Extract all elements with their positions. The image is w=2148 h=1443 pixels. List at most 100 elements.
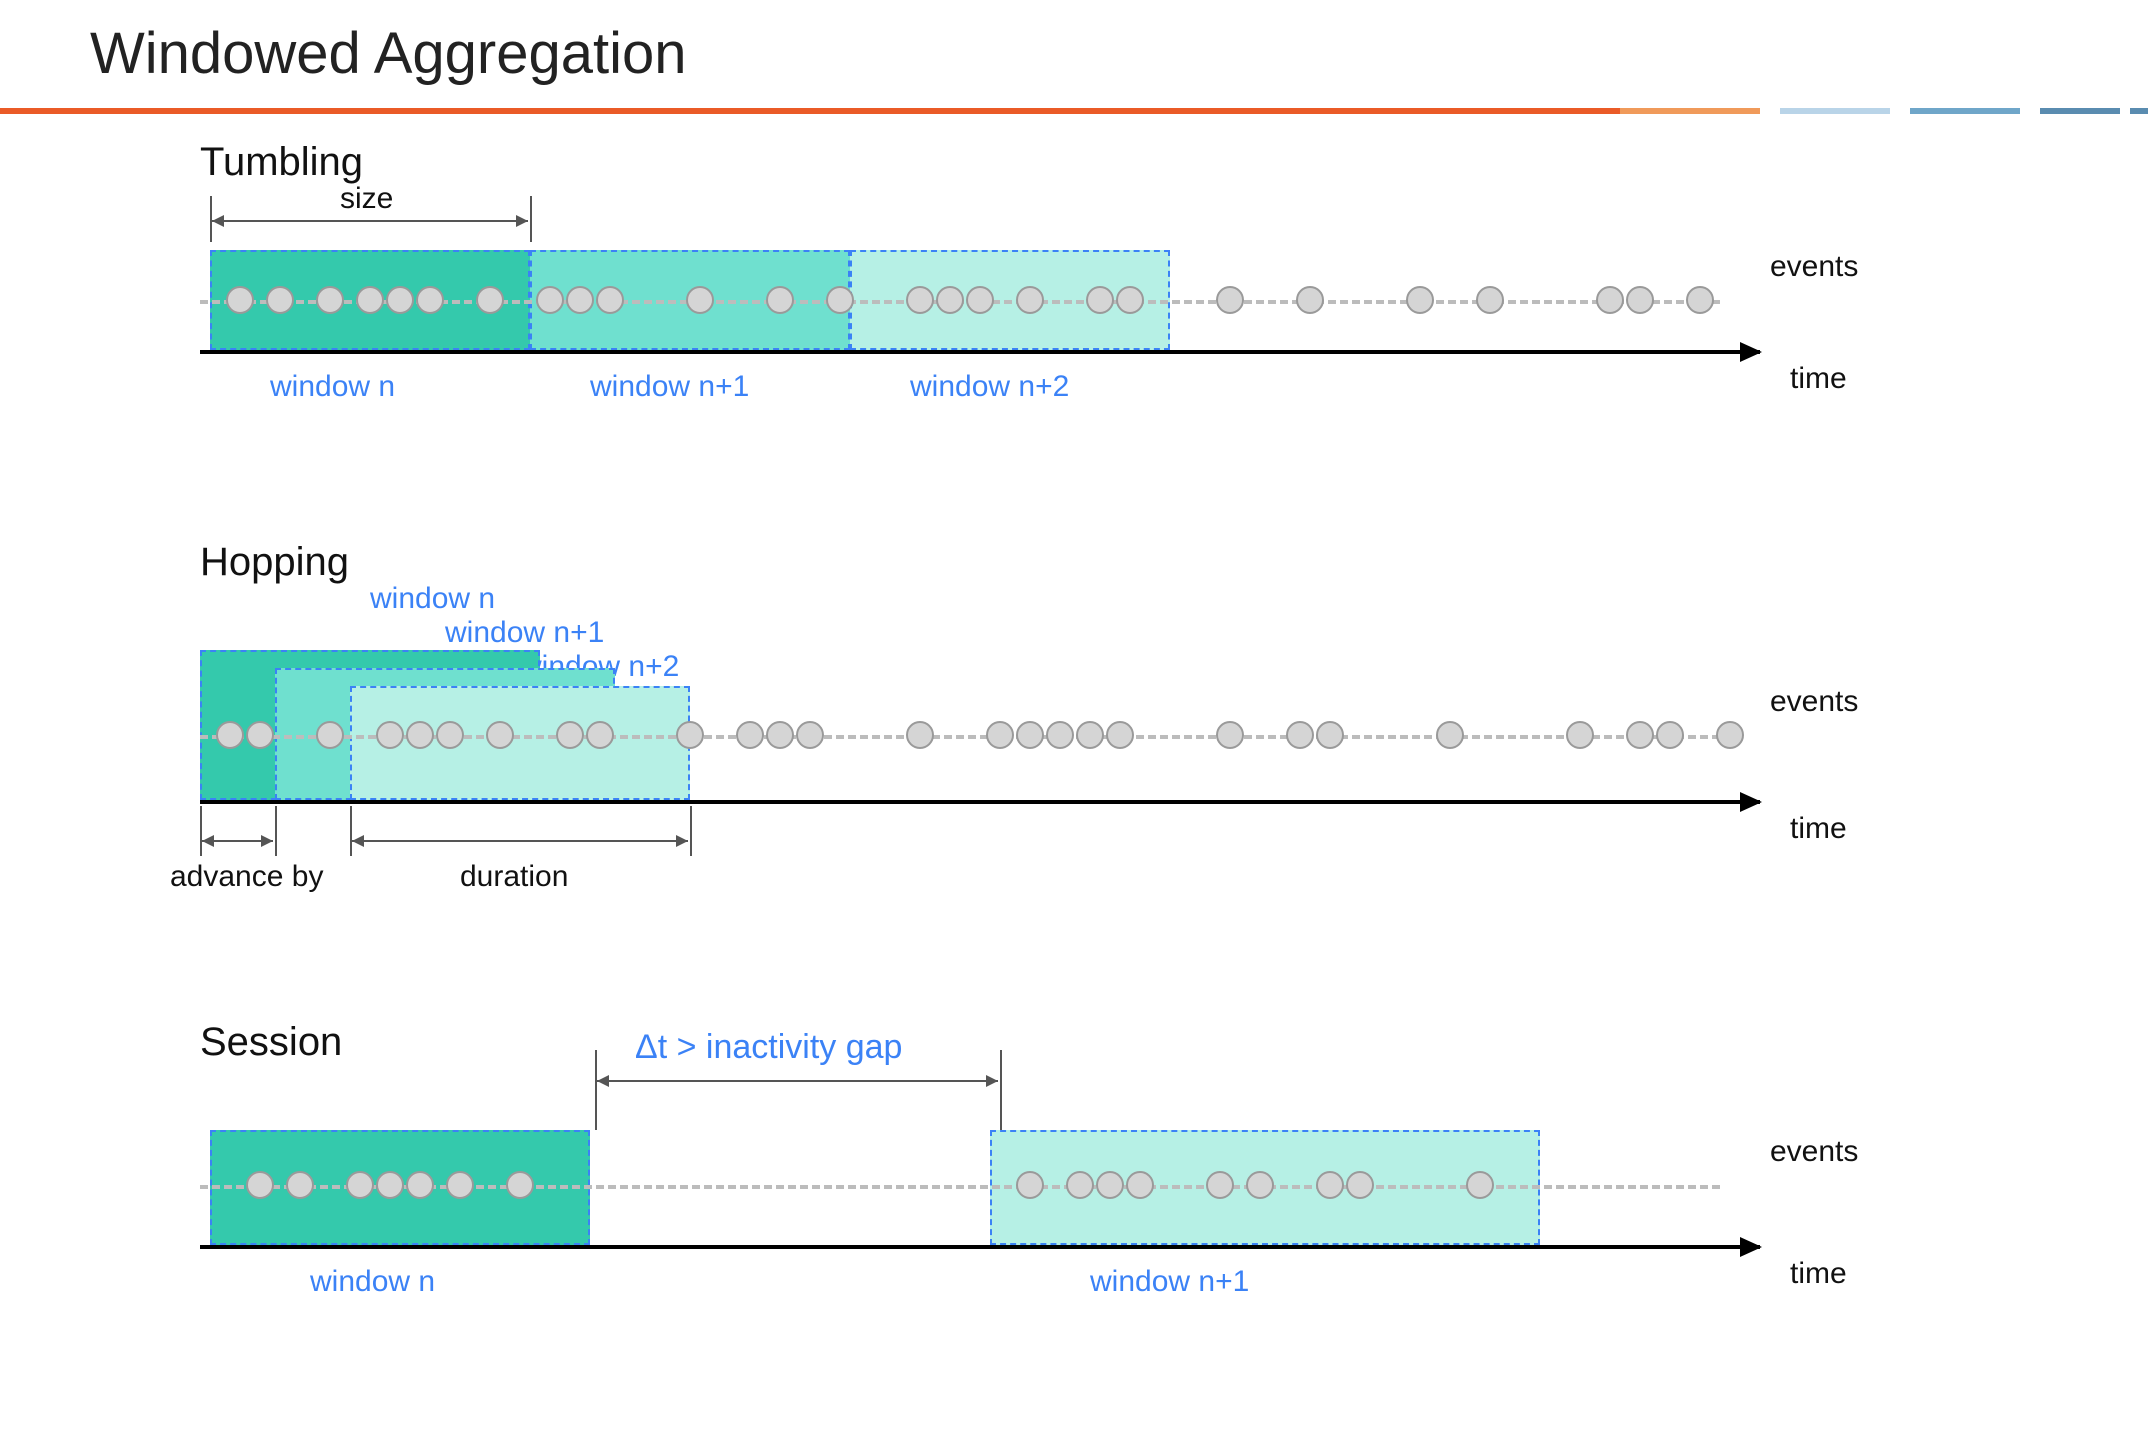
time-axis: [200, 350, 1760, 354]
event-dot: [446, 1171, 474, 1199]
advance-arrow: [202, 840, 273, 842]
time-label: time: [1790, 1257, 1847, 1291]
event-dot: [1086, 286, 1114, 314]
event-dot: [506, 1171, 534, 1199]
event-dot: [1016, 721, 1044, 749]
event-dot: [596, 286, 624, 314]
advance-tick-left: [200, 806, 202, 856]
event-dot: [1096, 1171, 1124, 1199]
time-axis: [200, 800, 1760, 804]
diagram-area: Tumbling size events time window nwindow…: [200, 140, 1950, 1420]
event-dot: [1126, 1171, 1154, 1199]
event-dot: [1686, 286, 1714, 314]
event-dot: [1656, 721, 1684, 749]
event-dot: [386, 286, 414, 314]
gap-tick-left: [595, 1050, 597, 1130]
duration-tick-left: [350, 806, 352, 856]
gap-label: Δt > inactivity gap: [635, 1028, 902, 1067]
event-dot: [1466, 1171, 1494, 1199]
hopping-title: Hopping: [200, 540, 349, 585]
event-dot: [1316, 721, 1344, 749]
event-dot: [246, 721, 274, 749]
duration-arrow: [352, 840, 688, 842]
event-dot: [1286, 721, 1314, 749]
event-dot: [1016, 1171, 1044, 1199]
event-dot: [1066, 1171, 1094, 1199]
event-dot: [1046, 721, 1074, 749]
event-dot: [936, 286, 964, 314]
event-dot: [406, 1171, 434, 1199]
window-label: window n+2: [910, 370, 1069, 404]
event-dot: [286, 1171, 314, 1199]
tumbling-title: Tumbling: [200, 140, 363, 185]
events-label: events: [1770, 1135, 1858, 1169]
event-dot: [1716, 721, 1744, 749]
event-dot: [346, 1171, 374, 1199]
window-label: window n: [370, 582, 495, 616]
event-dot: [766, 286, 794, 314]
event-dot: [1116, 286, 1144, 314]
event-dot: [1206, 1171, 1234, 1199]
event-dot: [1316, 1171, 1344, 1199]
event-dot: [476, 286, 504, 314]
time-axis: [200, 1245, 1760, 1249]
event-dot: [1016, 286, 1044, 314]
advance-label: advance by: [170, 860, 310, 895]
event-dot: [1216, 286, 1244, 314]
event-dot: [226, 286, 254, 314]
gap-tick-right: [1000, 1050, 1002, 1130]
event-dot: [566, 286, 594, 314]
duration-tick-right: [690, 806, 692, 856]
time-label: time: [1790, 362, 1847, 396]
event-dot: [376, 721, 404, 749]
size-label: size: [340, 182, 393, 216]
event-dot: [1076, 721, 1104, 749]
event-dot: [1346, 1171, 1374, 1199]
event-dot: [1626, 721, 1654, 749]
event-dot: [1106, 721, 1134, 749]
window-label: window n+1: [590, 370, 749, 404]
events-label: events: [1770, 250, 1858, 284]
event-dot: [766, 721, 794, 749]
event-dot: [216, 721, 244, 749]
event-dot: [376, 1171, 404, 1199]
window-label: window n: [270, 370, 395, 404]
event-dot: [556, 721, 584, 749]
section-tumbling: Tumbling size events time window n window…: [200, 140, 1950, 500]
event-dot: [966, 286, 994, 314]
event-dot: [986, 721, 1014, 749]
section-session: Session Δt > inactivity gap events time …: [200, 1020, 1950, 1380]
event-dot: [266, 286, 294, 314]
event-dot: [246, 1171, 274, 1199]
window-label: window n: [310, 1265, 435, 1299]
event-dot: [1216, 721, 1244, 749]
event-dot: [1406, 286, 1434, 314]
section-hopping: Hopping window nwindow n+1window n+2 eve…: [200, 540, 1950, 960]
advance-tick-right: [275, 806, 277, 856]
window-label: window n+1: [445, 616, 604, 650]
event-dot: [1436, 721, 1464, 749]
header-rule: [0, 108, 2148, 114]
size-tick-right: [530, 196, 532, 242]
events-label: events: [1770, 685, 1858, 719]
event-dot: [796, 721, 824, 749]
session-title: Session: [200, 1020, 342, 1065]
event-dot: [1566, 721, 1594, 749]
event-dot: [686, 286, 714, 314]
duration-label: duration: [460, 860, 568, 894]
event-dot: [1626, 286, 1654, 314]
event-dot: [586, 721, 614, 749]
event-dot: [1476, 286, 1504, 314]
event-dot: [1296, 286, 1324, 314]
event-dot: [436, 721, 464, 749]
window-label: window n+1: [1090, 1265, 1249, 1299]
page-title: Windowed Aggregation: [90, 20, 687, 87]
event-dot: [1596, 286, 1624, 314]
event-dot: [316, 286, 344, 314]
event-dot: [536, 286, 564, 314]
event-dot: [356, 286, 384, 314]
event-dot: [316, 721, 344, 749]
event-dot: [406, 721, 434, 749]
time-label: time: [1790, 812, 1847, 846]
event-dot: [416, 286, 444, 314]
